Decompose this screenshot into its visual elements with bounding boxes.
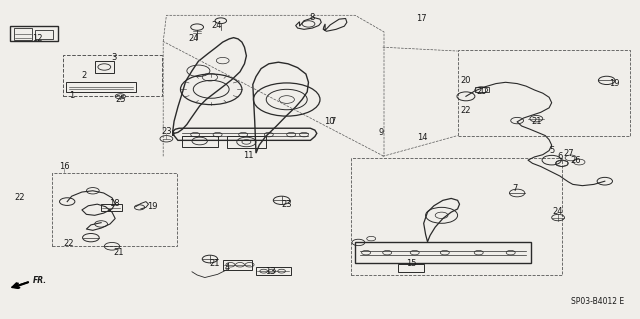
Bar <box>398 264 424 272</box>
Text: 21: 21 <box>209 259 220 268</box>
Text: 21: 21 <box>531 117 541 126</box>
Bar <box>351 158 562 275</box>
Text: 22: 22 <box>461 106 471 115</box>
Text: 22: 22 <box>14 193 24 202</box>
Text: 8: 8 <box>310 13 315 22</box>
Text: 4: 4 <box>225 263 230 272</box>
Text: 24: 24 <box>211 21 221 30</box>
Text: 12: 12 <box>32 34 42 43</box>
Text: 7: 7 <box>513 184 518 193</box>
Text: 14: 14 <box>417 133 428 142</box>
Text: 22: 22 <box>64 239 74 248</box>
Bar <box>101 204 122 211</box>
Text: 20: 20 <box>476 87 486 96</box>
Text: 1: 1 <box>69 91 74 100</box>
Text: 3: 3 <box>111 53 116 62</box>
Text: 18: 18 <box>109 199 119 208</box>
Text: 15: 15 <box>406 259 416 268</box>
Text: 23: 23 <box>282 200 292 209</box>
Text: 19: 19 <box>147 202 157 211</box>
Text: 17: 17 <box>416 14 426 23</box>
Bar <box>10 26 58 41</box>
Bar <box>256 267 291 275</box>
Text: FR.: FR. <box>33 276 47 285</box>
Bar <box>182 136 218 147</box>
Bar <box>66 82 136 92</box>
Text: 5: 5 <box>549 146 554 155</box>
Text: 23: 23 <box>161 127 172 136</box>
Bar <box>223 260 252 270</box>
Bar <box>95 61 114 73</box>
Text: 27: 27 <box>563 149 573 158</box>
Bar <box>227 136 266 148</box>
Text: 20: 20 <box>461 76 471 85</box>
Bar <box>355 242 531 263</box>
Bar <box>63 55 162 96</box>
Bar <box>52 173 177 246</box>
Text: 16: 16 <box>59 162 69 171</box>
Text: 25: 25 <box>115 95 125 104</box>
Text: 24: 24 <box>188 34 198 43</box>
Bar <box>35 30 53 39</box>
Bar <box>458 50 630 136</box>
Text: SP03-B4012 E: SP03-B4012 E <box>571 297 624 306</box>
Text: 9: 9 <box>378 128 383 137</box>
Bar <box>14 28 32 40</box>
Text: 6: 6 <box>557 152 563 161</box>
Text: 26: 26 <box>571 156 581 165</box>
Text: 13: 13 <box>265 267 275 276</box>
Text: 21: 21 <box>113 248 124 256</box>
Text: 10: 10 <box>324 117 335 126</box>
Bar <box>475 87 489 92</box>
Text: 2: 2 <box>82 71 87 80</box>
Text: 24: 24 <box>553 207 563 216</box>
Text: 7: 7 <box>330 117 335 126</box>
Text: 19: 19 <box>609 79 620 88</box>
Text: 11: 11 <box>243 151 253 160</box>
